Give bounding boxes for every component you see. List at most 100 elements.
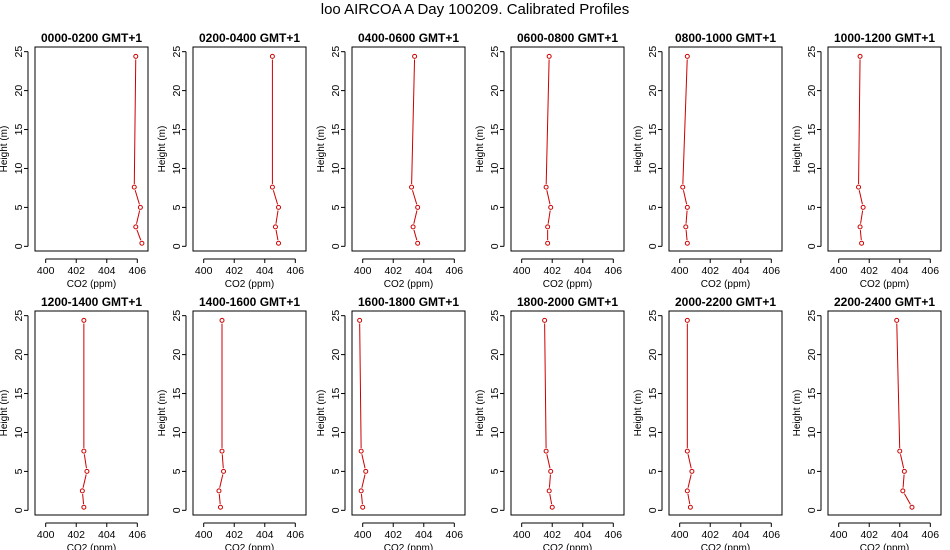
x-tick-label: 404: [256, 529, 274, 541]
profile-segment: [544, 323, 547, 448]
data-point: [217, 504, 223, 510]
data-point: [272, 224, 278, 230]
data-point: [139, 240, 145, 246]
data-point: [216, 488, 222, 494]
data-point: [221, 468, 227, 474]
y-tick-label: 15: [647, 124, 659, 136]
y-tick-label: 0: [806, 507, 818, 513]
y-tick-label: 25: [13, 310, 25, 322]
panel-title: 0000-0200 GMT+1: [41, 31, 142, 45]
panel-title: 0400-0600 GMT+1: [358, 31, 459, 45]
panel-title: 1800-2000 GMT+1: [517, 295, 618, 309]
y-tick-label: 15: [806, 124, 818, 136]
x-tick-label: 400: [830, 265, 848, 277]
x-axis-label: CO2 (ppm): [701, 543, 750, 550]
y-tick-label: 15: [330, 388, 342, 400]
y-axis-label: Height (m): [157, 126, 168, 173]
panel-frame: [34, 310, 149, 516]
y-tick-label: 15: [330, 124, 342, 136]
x-tick-label: 400: [671, 529, 689, 541]
data-point: [684, 53, 690, 59]
y-tick-label: 20: [647, 85, 659, 97]
profile-segment: [858, 190, 863, 205]
x-tick-label: 404: [732, 529, 750, 541]
x-axis-label: CO2 (ppm): [384, 543, 433, 550]
panel-title: 0200-0400 GMT+1: [199, 31, 300, 45]
data-point: [276, 204, 282, 210]
y-tick-label: 15: [13, 124, 25, 136]
y-tick-label: 20: [489, 85, 501, 97]
profile-segment: [360, 494, 363, 505]
x-tick-label: 406: [446, 529, 464, 541]
x-axis-label: CO2 (ppm): [67, 279, 116, 290]
profile-segment: [82, 474, 87, 488]
y-tick-label: 5: [647, 204, 659, 210]
data-point: [900, 488, 906, 494]
data-point: [269, 53, 275, 59]
panel-frame: [827, 310, 942, 516]
y-tick-label: 5: [330, 204, 342, 210]
x-tick-label: 406: [605, 265, 623, 277]
profile-segment: [859, 230, 862, 241]
profile-segment: [413, 210, 418, 224]
data-point: [684, 317, 690, 323]
y-tick-label: 5: [13, 468, 25, 474]
x-tick-label: 402: [701, 529, 719, 541]
data-point: [131, 184, 137, 190]
x-axis-label: CO2 (ppm): [543, 543, 592, 550]
panel-frame: [668, 46, 783, 252]
profile-segment: [359, 323, 362, 448]
profile-segment: [546, 454, 551, 469]
x-tick-label: 404: [891, 529, 909, 541]
data-point: [276, 240, 282, 246]
y-tick-label: 15: [489, 388, 501, 400]
panel-title: 1000-1200 GMT+1: [834, 31, 935, 45]
data-point: [684, 488, 690, 494]
profile-segment: [685, 230, 688, 241]
data-point: [360, 504, 366, 510]
x-tick-label: 404: [574, 265, 592, 277]
y-tick-label: 15: [171, 124, 183, 136]
data-point: [269, 184, 275, 190]
profile-segment: [682, 59, 688, 184]
data-point: [415, 204, 421, 210]
x-tick-label: 402: [543, 265, 561, 277]
x-tick-label: 400: [354, 265, 372, 277]
data-point: [856, 184, 862, 190]
x-tick-label: 402: [384, 529, 402, 541]
y-tick-label: 15: [806, 388, 818, 400]
profile-segment: [549, 493, 553, 505]
x-tick-label: 400: [37, 529, 55, 541]
x-axis-label: CO2 (ppm): [543, 279, 592, 290]
y-tick-label: 15: [489, 124, 501, 136]
profile-segment: [687, 493, 691, 505]
data-point: [684, 240, 690, 246]
panel-frame: [34, 46, 149, 252]
x-tick-label: 400: [513, 529, 531, 541]
x-tick-label: 406: [763, 265, 781, 277]
x-tick-label: 400: [354, 529, 372, 541]
profile-segment: [133, 59, 137, 184]
data-point: [137, 204, 143, 210]
data-point: [409, 184, 415, 190]
profile-segment: [687, 454, 692, 469]
profile-segment: [275, 229, 279, 241]
x-tick-label: 402: [384, 265, 402, 277]
x-axis-label: CO2 (ppm): [225, 279, 274, 290]
data-point: [909, 504, 915, 510]
y-tick-label: 5: [806, 204, 818, 210]
data-point: [548, 204, 554, 210]
data-point: [894, 317, 900, 323]
x-tick-label: 404: [98, 529, 116, 541]
data-point: [412, 53, 418, 59]
profile-segment: [687, 474, 692, 488]
y-tick-label: 0: [330, 507, 342, 513]
y-tick-label: 20: [647, 349, 659, 361]
y-tick-label: 0: [489, 243, 501, 249]
x-tick-label: 402: [225, 265, 243, 277]
y-tick-label: 0: [171, 507, 183, 513]
x-tick-label: 402: [225, 529, 243, 541]
y-tick-label: 25: [13, 46, 25, 58]
page-title: loo AIRCOA A Day 100209. Calibrated Prof…: [320, 1, 630, 18]
data-point: [133, 53, 139, 59]
